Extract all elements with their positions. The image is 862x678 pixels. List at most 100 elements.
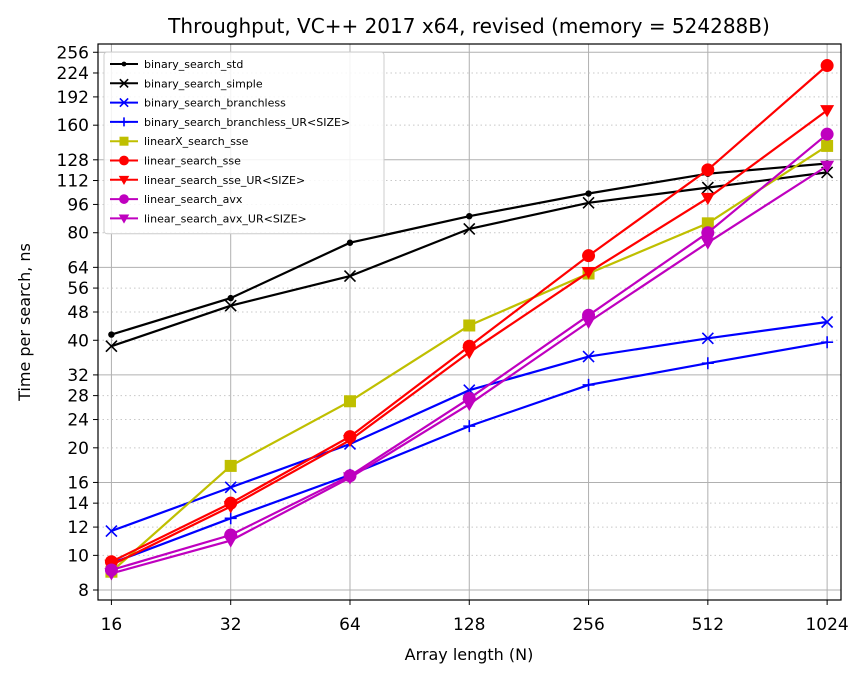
data-point: [118, 214, 130, 224]
data-point: [119, 97, 129, 108]
data-point: [119, 155, 129, 166]
data-point: [820, 127, 834, 141]
data-point: [121, 61, 127, 67]
legend-label: linear_search_sse_UR<SIZE>: [144, 174, 305, 187]
axis-ticks: 16 32 64 128 256 512 1024810121416202428324048…: [57, 43, 849, 635]
legend-label: binary_search_branchless: [144, 97, 286, 110]
legend-item: binary_search_std: [110, 58, 243, 71]
chart-title: Throughput, VC++ 2017 x64, revised (memo…: [167, 14, 770, 38]
data-point: [700, 237, 715, 250]
x-tick-label: 256: [572, 615, 604, 635]
y-tick-label: 28: [67, 387, 89, 407]
y-tick-label: 112: [57, 172, 89, 192]
data-point: [343, 270, 357, 283]
data-point: [820, 59, 834, 73]
x-tick-label: 64: [339, 615, 361, 635]
y-tick-label: 10: [67, 546, 89, 566]
data-point: [581, 316, 596, 329]
series-6: [104, 105, 835, 572]
data-point: [821, 336, 834, 349]
data-point: [119, 78, 129, 88]
y-tick-label: 192: [57, 88, 89, 108]
data-point: [463, 319, 476, 332]
data-point: [582, 196, 595, 209]
x-axis-label: Array length (N): [405, 645, 534, 664]
data-point: [582, 249, 596, 263]
legend-item: linear_search_avx: [110, 193, 243, 206]
y-tick-label: 64: [67, 258, 89, 278]
data-point: [701, 181, 714, 194]
legend-item: binary_search_branchless: [110, 97, 286, 110]
data-point: [701, 226, 715, 240]
y-tick-label: 12: [67, 518, 89, 538]
y-tick-label: 40: [67, 331, 89, 351]
y-tick-label: 224: [57, 64, 89, 84]
series-1: [105, 166, 834, 353]
data-point: [821, 315, 834, 329]
legend-item: linear_search_sse: [110, 155, 241, 168]
y-tick-label: 16: [67, 473, 89, 493]
data-point: [463, 222, 476, 235]
data-point: [105, 524, 118, 538]
data-point: [224, 512, 237, 525]
series-4: [105, 139, 834, 578]
series-8: [104, 160, 835, 581]
y-tick-label: 24: [67, 411, 89, 431]
data-point: [701, 217, 714, 230]
legend-box: [103, 51, 385, 235]
data-point: [700, 192, 715, 206]
data-point: [346, 239, 354, 246]
y-tick-label: 32: [67, 366, 89, 386]
data-point: [462, 347, 477, 360]
data-point: [820, 160, 835, 173]
y-tick-label: 56: [67, 279, 89, 299]
data-point: [582, 350, 595, 363]
series-group: [104, 59, 835, 581]
data-point: [342, 472, 357, 485]
x-tick-label: 128: [453, 615, 485, 635]
y-tick-label: 80: [67, 224, 89, 244]
legend-label: linearX_search_sse: [144, 135, 249, 148]
x-tick-label: 512: [692, 615, 724, 635]
legend-label: linear_search_avx: [144, 193, 243, 206]
data-point: [701, 357, 714, 370]
data-point: [224, 299, 237, 312]
data-point: [105, 340, 118, 353]
y-tick-label: 128: [57, 151, 89, 171]
legend-label: linear_search_avx_UR<SIZE>: [144, 212, 307, 225]
data-point: [821, 139, 834, 152]
legend-item: binary_search_branchless_UR<SIZE>: [110, 116, 350, 129]
data-point: [223, 535, 238, 548]
data-point: [463, 420, 476, 433]
y-tick-label: 48: [67, 303, 89, 323]
data-point: [343, 395, 356, 408]
data-point: [224, 459, 237, 472]
legend-item: binary_search_simple: [110, 77, 263, 90]
y-tick-label: 14: [67, 494, 89, 514]
data-point: [701, 163, 715, 177]
y-tick-label: 256: [57, 43, 89, 63]
x-tick-label: 32: [220, 615, 242, 635]
legend-label: binary_search_std: [144, 58, 243, 71]
legend-label: binary_search_branchless_UR<SIZE>: [144, 116, 350, 129]
y-tick-label: 8: [78, 581, 89, 601]
data-point: [585, 190, 592, 197]
y-tick-label: 96: [67, 195, 89, 215]
legend: binary_search_std binary_search_simplebin…: [103, 51, 385, 235]
legend-item: linearX_search_sse: [110, 135, 249, 148]
data-point: [466, 212, 473, 220]
legend-item: linear_search_avx_UR<SIZE>: [110, 212, 307, 225]
legend-item: linear_search_sse_UR<SIZE>: [110, 174, 305, 187]
data-point: [118, 175, 130, 186]
x-tick-label: 1024: [805, 615, 848, 635]
data-point: [820, 105, 835, 118]
data-point: [342, 434, 357, 448]
data-point: [108, 331, 115, 338]
data-point: [701, 332, 714, 345]
y-axis-label: Time per search, ns: [15, 243, 34, 402]
x-tick-label: 16: [101, 615, 123, 635]
data-point: [462, 398, 477, 412]
data-point: [119, 117, 129, 127]
legend-label: linear_search_sse: [144, 155, 241, 168]
